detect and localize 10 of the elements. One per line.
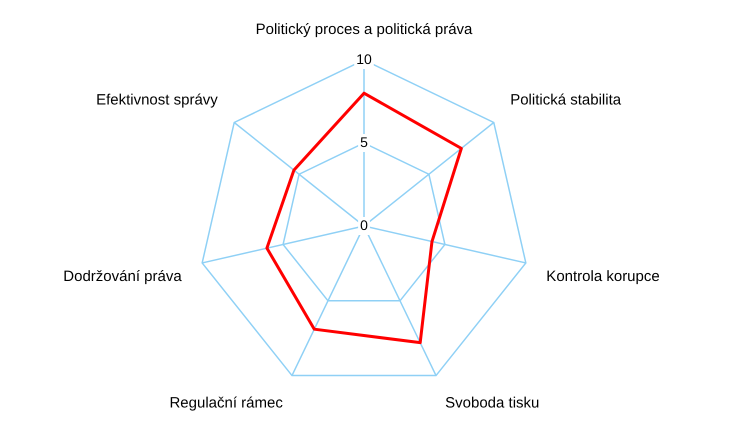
spoke-label: Politický proces a politická práva	[256, 21, 474, 38]
spoke-label: Politická stabilita	[510, 92, 622, 109]
y-tick-label: 5	[360, 134, 368, 150]
spoke-label: Svoboda tisku	[445, 394, 540, 412]
spoke-label: Regulační rámec	[169, 394, 284, 412]
spoke-label: Dodržování práva	[63, 268, 182, 285]
spoke-label: Efektivnost správy	[96, 92, 218, 109]
y-tick-label: 10	[356, 50, 372, 67]
spoke-label: Kontrola korupce	[546, 268, 660, 285]
y-tick-label: 0	[360, 216, 368, 233]
